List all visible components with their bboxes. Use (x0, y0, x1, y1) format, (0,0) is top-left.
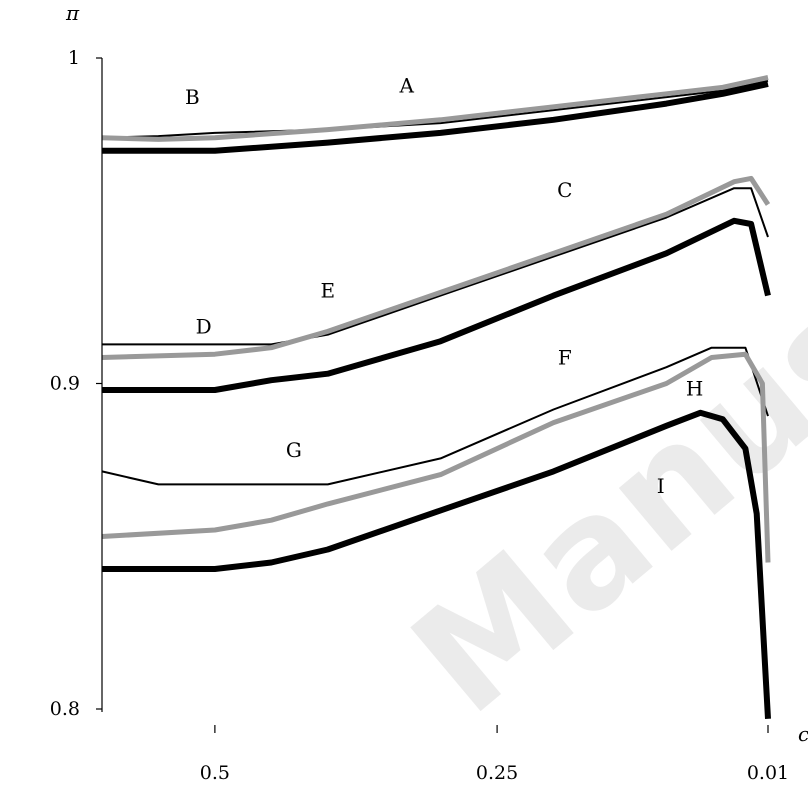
series-line-e (102, 217, 771, 393)
y-tick-label-2: 1 (68, 47, 80, 69)
curve-label-a: A (399, 74, 415, 98)
curve-label-f: F (558, 345, 572, 369)
series-line-d (101, 175, 771, 360)
series-line-c (102, 187, 769, 346)
curve-labels: A B C D E F G H I (185, 74, 703, 498)
y-tick-label-0: 0.8 (50, 698, 80, 720)
curve-label-c: C (557, 178, 572, 202)
series-line-a (101, 79, 769, 139)
series-line-2 (102, 81, 769, 154)
x-tick-label-2: 0.01 (747, 762, 789, 784)
series-line-g (101, 351, 771, 563)
x-axis-label: c (798, 722, 808, 746)
curve-label-b: B (185, 85, 200, 109)
series-line-b (101, 75, 769, 142)
curve-label-g: G (286, 438, 302, 462)
curves (101, 75, 771, 719)
x-tick-label-0: 0.5 (200, 762, 230, 784)
y-tick-label-1: 0.9 (50, 373, 80, 395)
curve-label-d: D (196, 315, 212, 339)
curve-label-h: H (686, 376, 703, 400)
series-line-f (101, 346, 769, 486)
x-tick-label-1: 0.25 (476, 762, 518, 784)
curve-label-e: E (320, 279, 335, 303)
curve-label-i: I (657, 474, 665, 498)
series-line-h (102, 409, 771, 719)
x-ticks: 0.5 0.25 0.01 (200, 725, 789, 784)
y-ticks: 0.8 0.9 1 (50, 47, 102, 720)
y-axis-label: π (65, 1, 80, 25)
